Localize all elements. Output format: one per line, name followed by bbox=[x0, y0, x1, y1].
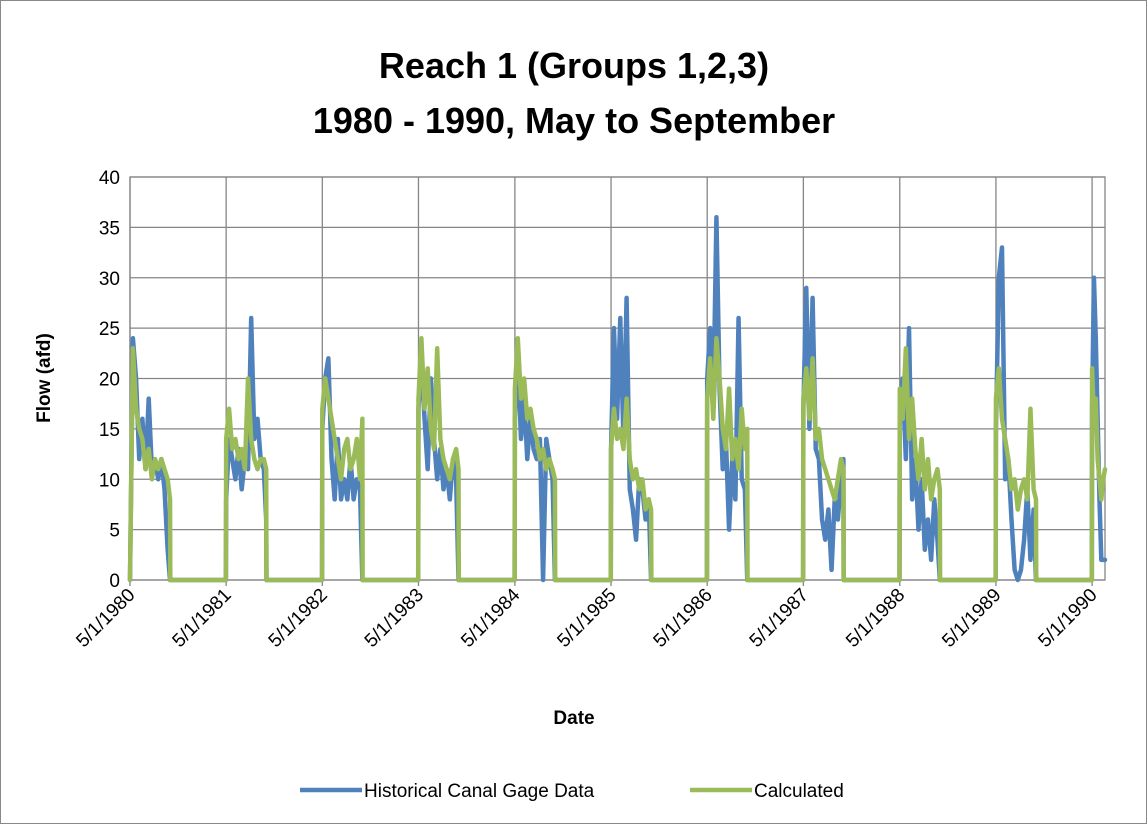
y-tick-label: 15 bbox=[99, 420, 120, 441]
y-tick-label: 20 bbox=[99, 370, 120, 391]
y-tick-label: 30 bbox=[99, 269, 120, 290]
y-tick-label: 25 bbox=[99, 319, 120, 340]
legend-label: Historical Canal Gage Data bbox=[364, 781, 595, 802]
y-tick-label: 40 bbox=[99, 168, 120, 189]
x-axis-label: Date bbox=[553, 708, 594, 729]
chart-subtitle: 1980 - 1990, May to September bbox=[313, 100, 835, 141]
y-tick-label: 35 bbox=[99, 218, 120, 239]
y-axis-label: Flow (afd) bbox=[34, 333, 55, 423]
chart-title: Reach 1 (Groups 1,2,3) bbox=[379, 45, 769, 86]
y-tick-label: 5 bbox=[109, 521, 120, 542]
plot-frame bbox=[129, 176, 1106, 581]
y-tick-label: 10 bbox=[99, 470, 120, 491]
legend-label: Calculated bbox=[754, 781, 844, 802]
y-tick-label: 0 bbox=[109, 571, 120, 592]
data-line bbox=[127, 335, 1108, 583]
data-line bbox=[127, 215, 1108, 583]
